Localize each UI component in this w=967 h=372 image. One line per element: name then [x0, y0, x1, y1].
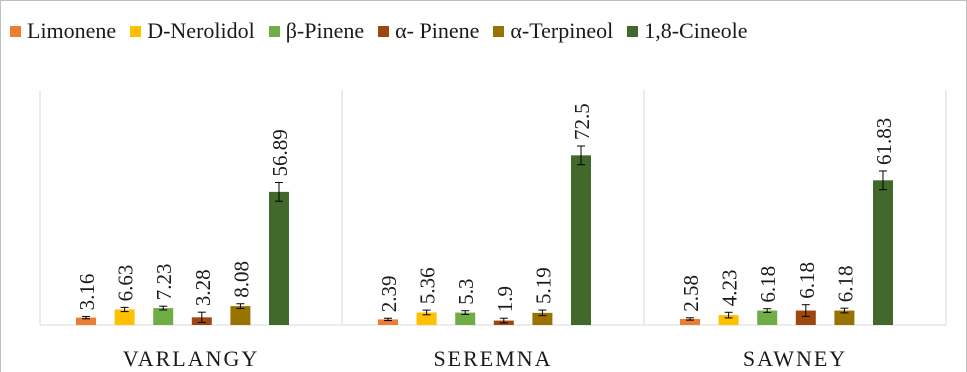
legend-item: β-Pinene: [268, 18, 365, 44]
legend-item: 1,8-Cineole: [627, 18, 747, 44]
bar: [571, 155, 591, 325]
bar: [455, 312, 476, 325]
category-label: SAWNEY: [743, 346, 847, 371]
legend-label: α-Terpineol: [510, 18, 614, 43]
bar: [76, 317, 96, 325]
data-label: 6.18: [833, 265, 857, 302]
bar: [230, 306, 251, 325]
legend-label: 1,8-Cineole: [644, 18, 748, 43]
legend-swatch: [627, 25, 639, 37]
legend-label: β-Pinene: [285, 18, 365, 43]
data-label: 2.58: [679, 275, 703, 312]
bar: [795, 310, 816, 325]
data-label: 2.39: [377, 275, 401, 312]
data-label: 3.28: [191, 269, 215, 306]
bar: [834, 310, 855, 325]
category-label: SEREMNA: [433, 346, 552, 371]
bar: [269, 191, 289, 325]
data-label: 5.19: [531, 267, 555, 304]
data-label: 6.63: [114, 265, 138, 302]
legend-swatch: [130, 25, 142, 37]
legend-swatch: [268, 25, 280, 37]
legend-label: Limonene: [27, 18, 117, 43]
data-label: 7.23: [152, 263, 176, 300]
legend-item: D-Nerolidol: [130, 18, 255, 44]
bar: [532, 312, 553, 325]
bar: [416, 312, 437, 325]
data-label: 5.36: [416, 267, 440, 304]
data-label: 6.18: [795, 262, 819, 299]
data-label: 4.23: [718, 270, 742, 307]
bar: [680, 318, 700, 325]
legend-swatch: [493, 25, 505, 37]
data-label: 8.08: [229, 261, 253, 298]
bar: [757, 310, 778, 325]
bar: [873, 180, 893, 325]
bar: [153, 308, 174, 325]
bar: [114, 309, 135, 325]
data-label: 72.5: [570, 103, 594, 140]
data-label: 6.18: [756, 266, 780, 303]
data-label: 56.89: [268, 129, 292, 176]
legend-item: α-Terpineol: [493, 18, 613, 44]
legend: Limonene D-Nerolidol β-Pinene α- Pinene α-Te…: [10, 18, 747, 44]
legend-label: α- Pinene: [395, 18, 480, 43]
legend-item: α- Pinene: [378, 18, 479, 44]
legend-label: D-Nerolidol: [147, 18, 255, 43]
data-label: 61.83: [872, 118, 896, 165]
legend-swatch: [10, 25, 21, 37]
bar: [378, 319, 398, 325]
category-label: VARLANGY: [123, 346, 260, 371]
bar: [718, 315, 739, 325]
legend-item: Limonene: [10, 18, 116, 44]
legend-swatch: [378, 25, 390, 37]
data-label: 1.9: [493, 286, 517, 312]
data-label: 3.16: [75, 274, 99, 311]
data-label: 5.3: [454, 278, 478, 304]
